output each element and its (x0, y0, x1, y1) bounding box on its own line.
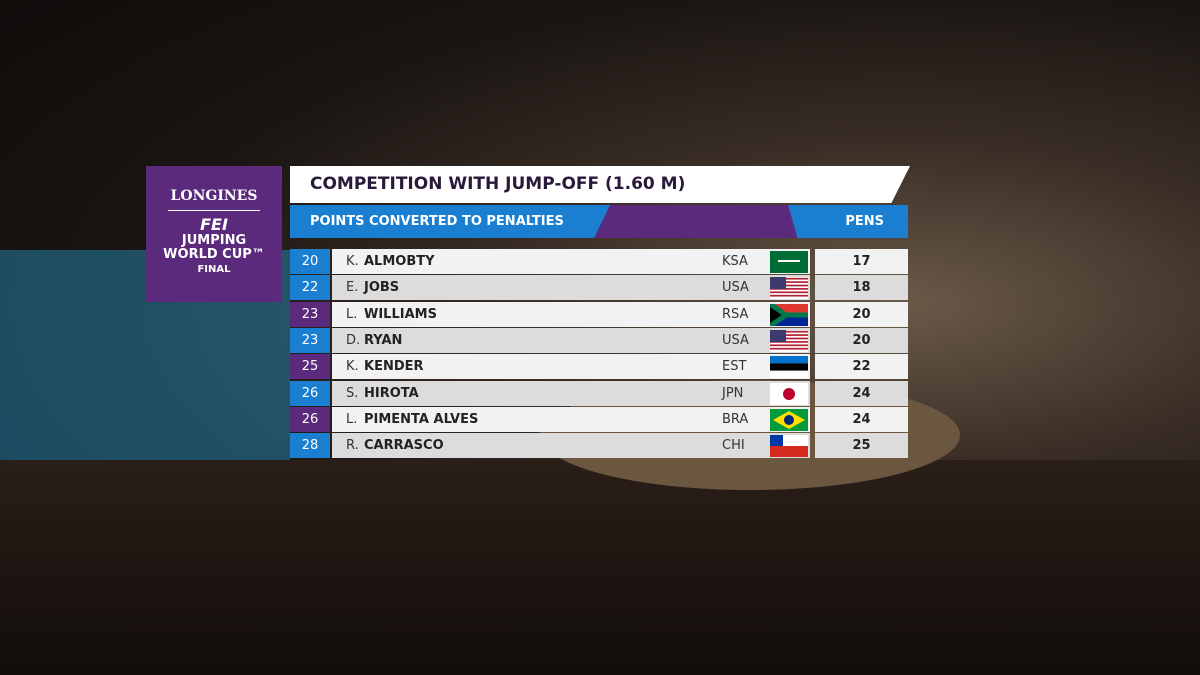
penalties: 22 (815, 354, 908, 380)
flag-image (770, 435, 808, 458)
flag-image (770, 408, 808, 431)
flag (770, 382, 808, 405)
flag-image (770, 277, 808, 300)
name-cell: L. WILLIAMS RSA (332, 301, 810, 328)
nation: CHI (722, 438, 745, 454)
surname: WILLIAMS (364, 306, 437, 322)
rank: 25 (290, 354, 330, 380)
flag-image (770, 356, 808, 379)
rank: 20 (290, 249, 330, 274)
flag-image (768, 301, 808, 328)
surname: CARRASCO (364, 438, 444, 454)
penalties: 25 (815, 433, 908, 459)
penalties: 17 (815, 249, 908, 274)
standing-row: 26 L. PIMENTA ALVES BRA 24 (290, 406, 908, 432)
nation: USA (722, 280, 749, 296)
org: FEI (200, 215, 228, 234)
penalties: 24 (815, 406, 908, 432)
flag (770, 251, 808, 273)
standing-row: 20 K. ALMOBTY KSA 17 (290, 249, 908, 274)
flag-image (770, 382, 808, 405)
penalties: 24 (815, 380, 908, 406)
name-cell: S. HIROTA JPN (332, 380, 810, 406)
event-logo: LONGINES FEI JUMPING WORLD CUP™ FINAL (146, 166, 282, 302)
name-cell: K. ALMOBTY KSA (332, 249, 810, 274)
flag-image (770, 251, 808, 273)
rank: 26 (290, 380, 330, 406)
name-cell: D. RYAN USA (332, 327, 810, 353)
nation: RSA (722, 306, 749, 322)
standing-row: 23 L. WILLIAMS RSA 20 (290, 301, 908, 328)
nation: BRA (722, 411, 749, 427)
first-initial: K. (346, 254, 359, 269)
penalties: 20 (815, 327, 908, 353)
title-bar: COMPETITION WITH JUMP-OFF (1.60 M) (290, 166, 910, 203)
rank: 23 (290, 327, 330, 353)
flag (770, 408, 808, 431)
flag (770, 435, 808, 458)
penalties: 20 (815, 301, 908, 327)
subtitle-bar: POINTS CONVERTED TO PENALTIES PENS (290, 205, 908, 238)
first-initial: R. (346, 438, 359, 454)
name-cell: K. KENDER EST (332, 354, 810, 380)
title: COMPETITION WITH JUMP-OFF (1.60 M) (310, 174, 686, 194)
flag (770, 356, 808, 379)
name-cell: R. CARRASCO CHI (332, 433, 810, 459)
first-initial: E. (346, 280, 359, 296)
rank: 26 (290, 406, 330, 432)
rank: 28 (290, 433, 330, 459)
logo-line: WORLD CUP™ (163, 247, 265, 262)
flag (770, 277, 808, 300)
surname: JOBS (364, 280, 400, 296)
standing-row: 28 R. CARRASCO CHI 25 (290, 433, 908, 459)
name-cell: E. JOBS USA (332, 275, 810, 301)
brand: LONGINES (170, 188, 258, 204)
first-initial: K. (346, 359, 359, 375)
logo-line: FINAL (197, 264, 231, 275)
column-header: PENS (845, 214, 884, 229)
surname: KENDER (364, 359, 424, 375)
flag (768, 301, 808, 328)
first-initial: L. (346, 411, 358, 427)
crowd (0, 460, 1200, 675)
flag-image (770, 329, 808, 352)
surname: ALMOBTY (364, 254, 435, 269)
rank: 23 (290, 301, 330, 327)
name-cell: L. PIMENTA ALVES BRA (332, 406, 810, 432)
nation: JPN (722, 385, 744, 401)
first-initial: D. (346, 332, 361, 348)
subtitle: POINTS CONVERTED TO PENALTIES (310, 214, 564, 229)
standing-row: 22 E. JOBS USA 18 (290, 275, 908, 301)
standing-row: 25 K. KENDER EST 22 (290, 354, 908, 380)
standing-row: 23 D. RYAN USA 20 (290, 327, 908, 353)
first-initial: L. (346, 306, 358, 322)
logo-line: JUMPING (181, 233, 247, 248)
surname: RYAN (364, 332, 403, 348)
rank: 22 (290, 275, 330, 301)
flag (770, 329, 808, 352)
surname: HIROTA (364, 385, 419, 401)
nation: USA (722, 332, 749, 348)
first-initial: S. (346, 385, 359, 401)
nation: KSA (722, 254, 748, 269)
nation: EST (722, 359, 747, 375)
standing-row: 26 S. HIROTA JPN 24 (290, 380, 908, 406)
penalties: 18 (815, 275, 908, 301)
surname: PIMENTA ALVES (364, 411, 479, 427)
